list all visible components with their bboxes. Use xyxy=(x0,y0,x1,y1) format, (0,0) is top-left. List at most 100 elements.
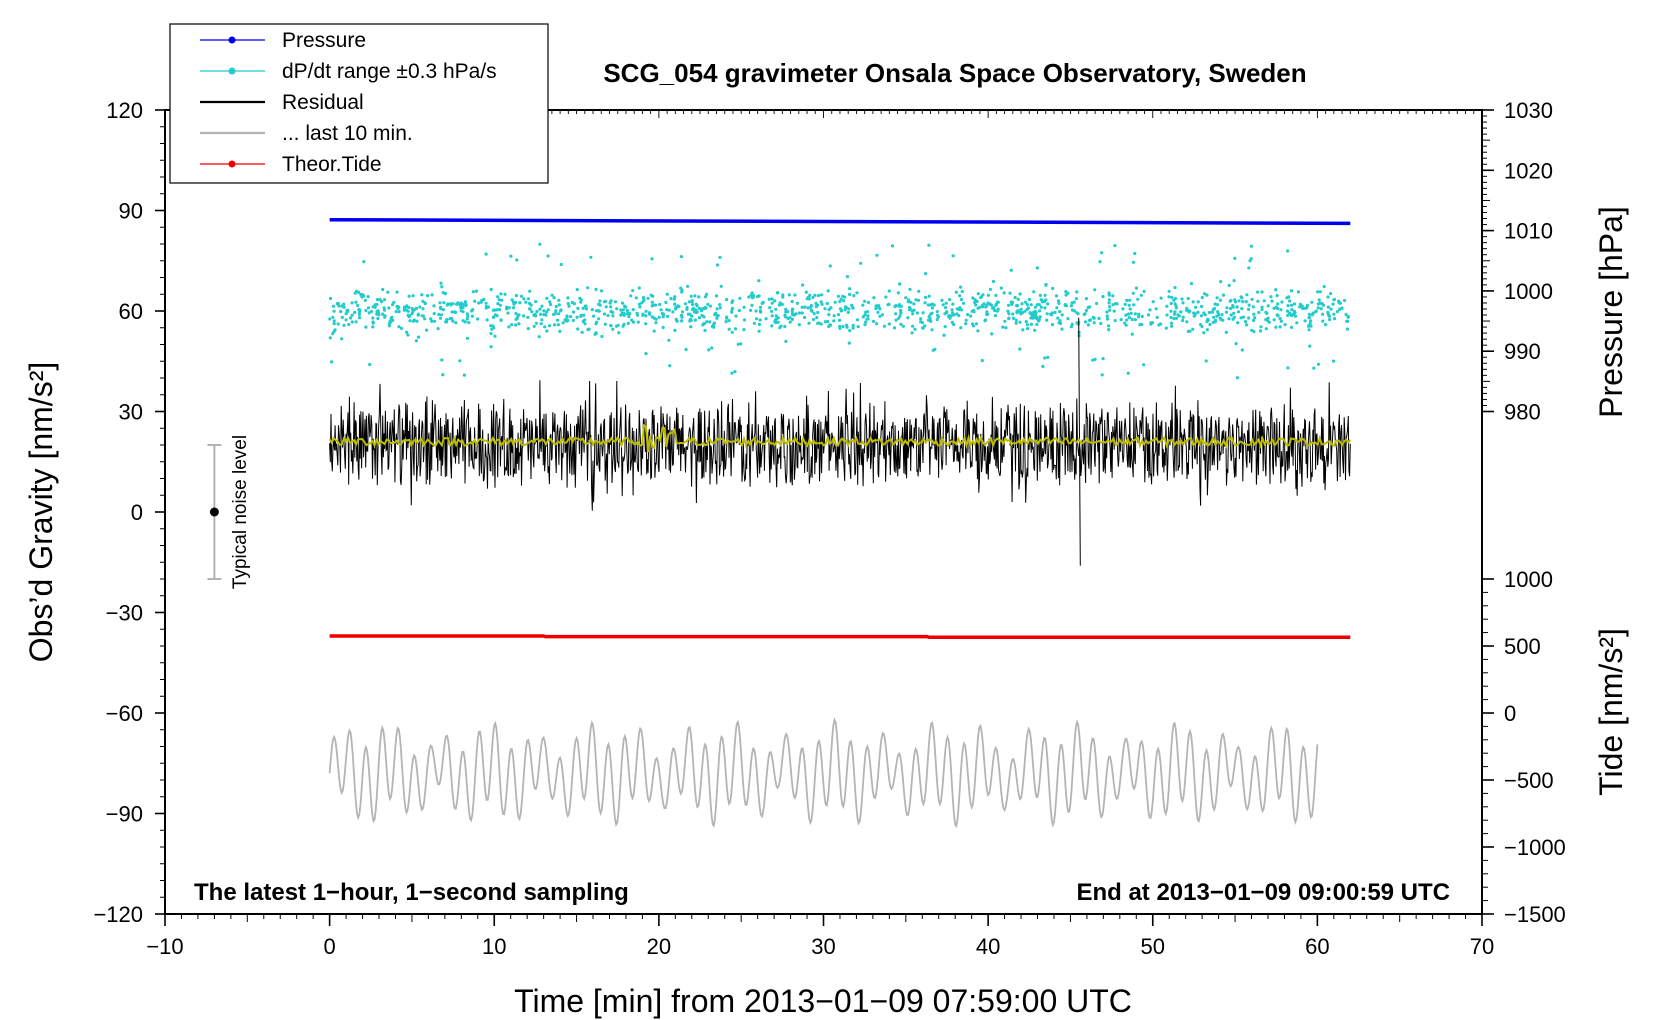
dpdt-point xyxy=(1043,293,1047,297)
dpdt-point xyxy=(377,313,381,317)
dpdt-point xyxy=(1126,371,1130,375)
dpdt-point xyxy=(747,295,751,299)
dpdt-point xyxy=(912,308,916,312)
dpdt-point xyxy=(344,318,348,322)
dpdt-point xyxy=(755,317,759,321)
dpdt-point xyxy=(439,305,443,309)
dpdt-point xyxy=(964,322,968,326)
dpdt-point xyxy=(514,317,518,321)
dpdt-point xyxy=(446,302,450,306)
dpdt-point xyxy=(838,326,842,331)
dpdt-point xyxy=(979,295,983,300)
dpdt-point xyxy=(940,298,944,302)
dpdt-point xyxy=(420,314,424,318)
dpdt-point xyxy=(1181,318,1185,323)
dpdt-point xyxy=(484,301,488,305)
dpdt-point xyxy=(545,329,549,333)
dpdt-point xyxy=(1220,313,1224,317)
dpdt-point xyxy=(673,302,677,306)
dpdt-point xyxy=(592,314,596,318)
dpdt-point xyxy=(491,315,496,319)
dpdt-point xyxy=(985,310,989,314)
dpdt-point xyxy=(1298,305,1302,309)
dpdt-point xyxy=(1210,310,1214,314)
noise-bar-center-dot xyxy=(209,507,219,517)
dpdt-point xyxy=(362,294,366,298)
dpdt-point xyxy=(1189,282,1194,286)
dpdt-point xyxy=(415,319,419,323)
dpdt-point xyxy=(548,300,552,304)
dpdt-point xyxy=(599,289,604,293)
dpdt-point xyxy=(629,294,633,298)
dpdt-point xyxy=(383,314,387,318)
dpdt-point xyxy=(596,309,600,313)
dpdt-point xyxy=(371,316,375,320)
dpdt-point xyxy=(718,306,722,310)
dpdt-point xyxy=(1107,301,1111,305)
dpdt-point xyxy=(1130,332,1134,336)
dpdt-point xyxy=(1045,318,1049,322)
dpdt-point xyxy=(899,322,903,326)
dpdt-point xyxy=(1133,312,1137,316)
dpdt-point xyxy=(1240,348,1244,352)
dpdt-point xyxy=(1233,256,1237,260)
dpdt-point xyxy=(976,292,980,296)
dpdt-point xyxy=(841,294,845,298)
dpdt-point xyxy=(906,300,910,304)
dpdt-point xyxy=(847,307,851,311)
dpdt-point xyxy=(1099,321,1103,326)
dpdt-point xyxy=(847,341,851,345)
dpdt-point xyxy=(886,303,890,307)
dpdt-point xyxy=(1326,305,1330,309)
dpdt-point xyxy=(730,371,734,375)
dpdt-point xyxy=(829,306,833,310)
dpdt-point xyxy=(959,326,963,330)
dpdt-point xyxy=(1107,328,1111,332)
x-tick-label: −10 xyxy=(146,934,183,959)
dpdt-point xyxy=(874,307,878,311)
dpdt-point xyxy=(1037,318,1041,322)
dpdt-point xyxy=(1115,302,1119,306)
dpdt-point xyxy=(1286,304,1290,308)
dpdt-point xyxy=(1121,307,1125,311)
dpdt-point xyxy=(1025,323,1029,327)
dpdt-point xyxy=(942,333,946,337)
dpdt-point xyxy=(1288,311,1292,315)
dpdt-point xyxy=(687,300,692,304)
dpdt-point xyxy=(518,301,522,305)
dpdt-point xyxy=(1009,300,1013,304)
dpdt-point xyxy=(803,315,807,320)
dpdt-point xyxy=(557,312,561,316)
dpdt-point xyxy=(874,304,878,308)
dpdt-point xyxy=(828,264,832,268)
dpdt-point xyxy=(1247,316,1251,320)
dpdt-point xyxy=(964,318,968,322)
dpdt-point xyxy=(597,302,601,306)
dpdt-point xyxy=(644,352,648,356)
dpdt-point xyxy=(1133,251,1137,256)
dpdt-point xyxy=(1007,312,1011,316)
dpdt-point xyxy=(1229,306,1233,311)
dpdt-point xyxy=(466,314,470,318)
dpdt-point xyxy=(863,323,867,327)
dpdt-point xyxy=(1326,295,1330,299)
series-dpdt xyxy=(328,242,1350,380)
dpdt-point xyxy=(742,318,747,322)
dpdt-point xyxy=(432,304,436,308)
dpdt-point xyxy=(359,292,363,296)
dpdt-point xyxy=(575,315,579,319)
dpdt-point xyxy=(786,316,790,321)
dpdt-point xyxy=(1327,314,1332,318)
dpdt-point xyxy=(516,315,520,319)
dpdt-point xyxy=(990,332,994,336)
dpdt-point xyxy=(1202,331,1206,335)
dpdt-point xyxy=(838,300,842,304)
dpdt-point xyxy=(1107,293,1111,297)
dpdt-point xyxy=(546,254,550,258)
dpdt-point xyxy=(859,261,863,265)
y-tide-tick-label: 0 xyxy=(1504,701,1516,726)
dpdt-point xyxy=(1101,295,1105,299)
dpdt-point xyxy=(1014,318,1018,322)
dpdt-point xyxy=(845,275,850,279)
dpdt-point xyxy=(557,303,561,307)
